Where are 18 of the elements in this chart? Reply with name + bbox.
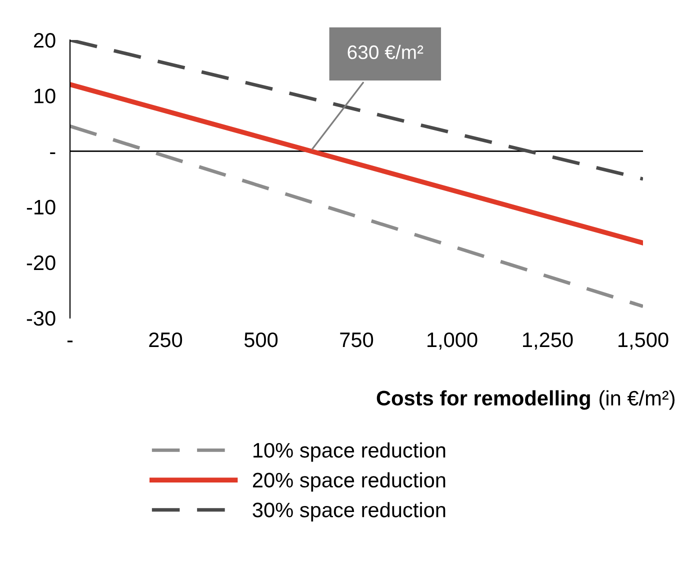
annotation: 630 €/m² (348, 44, 424, 60)
y-tick-label: 20 (34, 33, 56, 48)
x-tick-label: 1,250 (523, 332, 573, 350)
y-tick-label: 10 (34, 88, 56, 104)
legend-label: 30% space reduction (252, 502, 446, 522)
x-tick-label: 1,000 (428, 332, 478, 350)
legend-label: 10% space reduction (254, 442, 446, 462)
x-axis-title: Costs for remodelling (in €/m²) (376, 390, 674, 410)
y-tick-label: -20 (26, 255, 56, 270)
x-tick-label: 250 (149, 332, 182, 348)
y-tick-label: -10 (26, 200, 56, 215)
y-tick-label: -30 (26, 311, 56, 326)
y-tick-label: - (50, 152, 56, 154)
legend-label: 20% space reduction (252, 472, 446, 492)
x-tick-label: 1,500 (618, 332, 668, 350)
x-tick-label: 500 (244, 332, 278, 348)
x-tick-label: 750 (340, 332, 374, 348)
x-tick-label: - (67, 340, 73, 342)
